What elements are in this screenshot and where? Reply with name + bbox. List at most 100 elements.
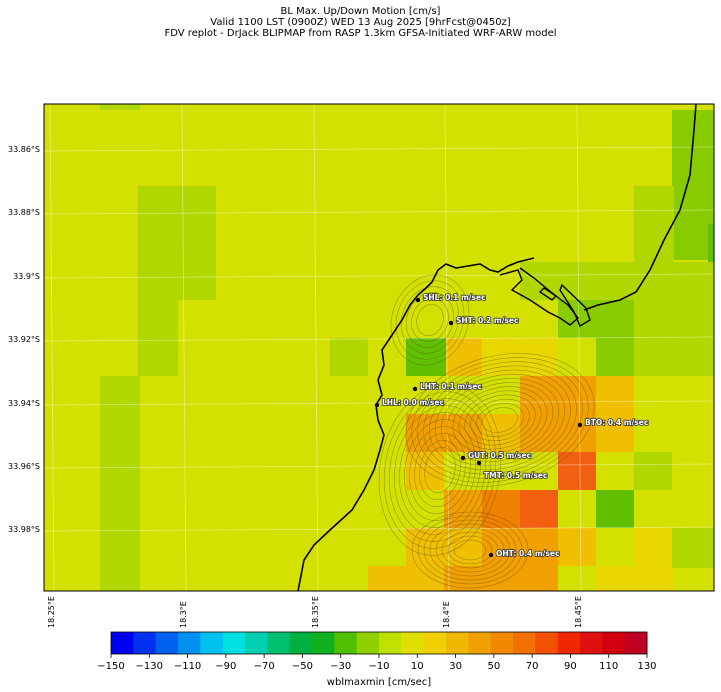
contour-line bbox=[429, 369, 571, 471]
colorbar-tick-label: 110 bbox=[599, 661, 618, 672]
contour-line bbox=[400, 286, 460, 354]
grid-cell bbox=[596, 414, 634, 452]
contour-line bbox=[423, 519, 517, 581]
lon-tick-label: 18.25°E bbox=[47, 596, 56, 628]
colorbar-segment bbox=[178, 632, 201, 654]
coastline-path bbox=[297, 257, 535, 591]
map-valid-time: Valid 1100 LST (0900Z) WED 13 Aug 2025 [… bbox=[210, 17, 511, 28]
contour-line bbox=[404, 419, 476, 521]
colorbar-segment bbox=[624, 632, 648, 654]
contour-line bbox=[447, 535, 493, 565]
map-title: BL Max. Up/Down Motion [cm/s] bbox=[280, 6, 441, 17]
graticule-lat-line bbox=[44, 526, 714, 532]
grid-cell bbox=[482, 338, 558, 376]
lat-tick-label: 33.88°S bbox=[8, 208, 40, 217]
contour-line bbox=[429, 523, 511, 577]
graticule bbox=[44, 104, 714, 591]
contour-line bbox=[464, 394, 536, 446]
contour-line bbox=[424, 446, 456, 494]
contour-line bbox=[453, 539, 487, 561]
colorbar-tick-label: 10 bbox=[411, 661, 424, 672]
lon-tick-label: 18.4°E bbox=[442, 601, 451, 628]
graticule-lon-line bbox=[313, 104, 319, 591]
harbour-breakwater bbox=[499, 267, 579, 326]
contour-line bbox=[423, 365, 577, 475]
grid-cell bbox=[406, 414, 482, 452]
graticule-lat-line bbox=[44, 336, 714, 342]
colorbar-tick-label: −150 bbox=[97, 661, 124, 672]
site-label-oht: OHT: 0.4 m/sec bbox=[496, 549, 559, 558]
contour-line bbox=[440, 378, 560, 462]
grid-cell bbox=[596, 566, 634, 591]
coastline bbox=[297, 104, 697, 591]
site-label-lhl: LHL: 0.0 m/sec bbox=[382, 398, 444, 407]
grid-cell bbox=[558, 414, 596, 452]
colorbar-segment bbox=[289, 632, 313, 654]
colorbar-tick-label: −30 bbox=[330, 661, 351, 672]
contour-line bbox=[476, 403, 524, 437]
contour-line bbox=[390, 274, 470, 366]
contour-line bbox=[411, 511, 529, 589]
site-label-shl: SHL: 0.1 m/sec bbox=[423, 293, 486, 302]
colorbar-segment bbox=[401, 632, 425, 654]
grid-cell bbox=[330, 338, 368, 376]
contour-line bbox=[417, 361, 583, 479]
colorbar-tick-label: −70 bbox=[254, 661, 275, 672]
site-marker-lhl bbox=[374, 402, 380, 408]
colorbar-title: wblmaxmin [cm/sec] bbox=[327, 677, 431, 688]
graticule-lat-line bbox=[44, 273, 714, 279]
plot-frame bbox=[43, 103, 715, 592]
contour-line bbox=[388, 398, 492, 542]
grid-cell bbox=[596, 376, 634, 414]
colorbar-segment bbox=[245, 632, 268, 654]
colorbar-segment bbox=[513, 632, 536, 654]
contour-line bbox=[378, 384, 502, 556]
colorbar-tick-label: 90 bbox=[564, 661, 577, 672]
colorbar-segment bbox=[200, 632, 224, 654]
latitude-labels: 33.86°S 33.88°S 33.9°S 33.92°S 33.94°S 33.96°… bbox=[8, 145, 40, 534]
contour-line bbox=[458, 390, 542, 450]
grid-cell bbox=[368, 566, 444, 591]
colorbar-segment bbox=[133, 632, 157, 654]
colorbar-segment bbox=[155, 632, 179, 654]
grid-cell bbox=[596, 490, 634, 528]
lat-tick-label: 33.9°S bbox=[13, 272, 40, 281]
site-markers: SHL: 0.1 m/sec SHT: 0.2 m/sec LHT: 0.1 m/s… bbox=[374, 292, 649, 559]
colorbar-segment bbox=[535, 632, 559, 654]
colorbar-segment bbox=[580, 632, 603, 654]
grid-cell bbox=[482, 490, 520, 528]
grid-cell bbox=[482, 414, 520, 452]
site-marker-bto bbox=[577, 422, 583, 428]
colorbar-segment bbox=[312, 632, 335, 654]
colorbar-tick-label: 50 bbox=[487, 661, 500, 672]
colorbar-tick-label: 130 bbox=[637, 661, 656, 672]
longitude-labels: 18.25°E 18.3°E 18.35°E 18.4°E 18.45°E bbox=[47, 596, 583, 628]
contour-line bbox=[411, 298, 449, 342]
colorbar-tick-label: −10 bbox=[368, 661, 389, 672]
contour-line bbox=[405, 353, 595, 487]
graticule-lon-line bbox=[49, 104, 55, 591]
colorbar-tick-label: −110 bbox=[174, 661, 201, 672]
lon-tick-label: 18.3°E bbox=[179, 601, 188, 628]
contour-line bbox=[419, 439, 461, 501]
grid-cell bbox=[634, 452, 672, 490]
grid-cell bbox=[520, 262, 714, 300]
colorbar-segment bbox=[379, 632, 402, 654]
grid-cell bbox=[634, 186, 674, 262]
contour-line bbox=[482, 407, 518, 433]
grid-cell bbox=[406, 338, 446, 376]
colorbar-segment bbox=[490, 632, 514, 654]
map-source-info: FDV replot - DrJack BLIPMAP from RASP 1.… bbox=[164, 28, 557, 39]
motion-grid bbox=[44, 104, 714, 591]
colorbar-segment bbox=[111, 632, 134, 654]
lon-tick-label: 18.35°E bbox=[311, 596, 320, 628]
site-label-bto: BTO: 0.4 m/sec bbox=[585, 418, 648, 427]
lat-tick-label: 33.98°S bbox=[8, 525, 40, 534]
site-marker-gut bbox=[460, 455, 466, 461]
contour-line bbox=[417, 515, 523, 585]
colorbar-segment bbox=[356, 632, 380, 654]
lat-tick-label: 33.86°S bbox=[8, 145, 40, 154]
harbour-pier bbox=[538, 283, 591, 328]
colorbar-segment bbox=[468, 632, 492, 654]
